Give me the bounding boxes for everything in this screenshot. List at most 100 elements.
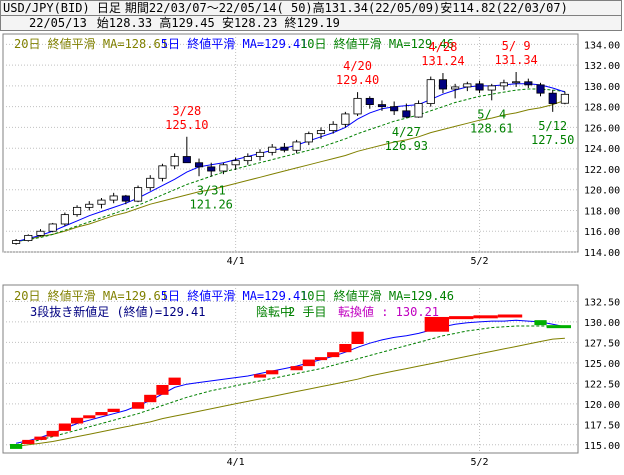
candle	[280, 146, 289, 151]
candle	[48, 223, 57, 232]
tlb-brick	[46, 430, 59, 437]
ma10-line	[15, 325, 565, 446]
tlb-brick	[34, 436, 47, 440]
tlb-brick	[497, 314, 523, 318]
quote-date: 22/05/13	[29, 16, 87, 30]
tlb-brick	[266, 370, 279, 375]
y-tick-label: 116.00	[584, 227, 620, 238]
candle	[377, 104, 387, 108]
legend-item-0: 20日 終値平滑 MA=129.61	[14, 288, 168, 303]
annotation-value: 131.34	[494, 53, 537, 67]
candle	[121, 195, 130, 202]
candle	[438, 79, 448, 90]
legend-item-2: 10日 終値平滑 MA=129.46	[300, 288, 454, 303]
candle	[524, 81, 533, 86]
candle	[85, 203, 94, 208]
tlb-brick	[473, 315, 498, 319]
candle	[194, 162, 204, 168]
annotation-date: 3/28	[172, 104, 201, 118]
annotation-date: 5/12	[538, 119, 567, 133]
tlb-brick	[351, 331, 364, 345]
candle	[158, 165, 167, 179]
y-tick-label: 132.50	[584, 297, 620, 308]
tlb-name: 3段抜き新値足 (終値)=129.41	[30, 304, 205, 319]
annotation-date: 4/27	[392, 125, 421, 139]
annotation-date: 5/ 4	[477, 107, 506, 121]
candle	[426, 79, 435, 104]
y-tick-label: 134.00	[584, 40, 620, 51]
candle	[487, 85, 496, 91]
candle	[402, 110, 411, 118]
tlb-brick	[22, 439, 35, 444]
tlb-brick	[107, 408, 120, 413]
candle	[97, 199, 106, 205]
title-bar: USD/JPY(BID) 日足 期間22/03/07～22/05/14( 50)高…	[0, 0, 622, 16]
annotation-date: 4/28	[428, 40, 457, 54]
candle	[365, 97, 374, 105]
tlb-brick	[327, 352, 340, 358]
x-tick-label: 5/2	[471, 256, 489, 267]
tlb-brick	[290, 366, 303, 371]
tlb-brick	[253, 374, 267, 378]
annotation-value: 126.93	[385, 139, 428, 153]
candle	[36, 230, 45, 236]
annotation-value: 127.50	[531, 133, 574, 147]
ma20-line	[16, 99, 566, 243]
y-tick-label: 126.00	[584, 123, 620, 134]
legend-item-1: 5日 終値平滑 MA=129.41	[161, 288, 308, 303]
plot-frame	[2, 33, 579, 253]
annotation-date: 5/ 9	[502, 39, 531, 53]
tlb-brick	[131, 402, 145, 409]
y-tick-label: 127.50	[584, 338, 620, 349]
candle	[182, 156, 191, 164]
tlb-brick	[168, 377, 181, 385]
y-tick-label: 114.00	[584, 248, 620, 259]
tlb-brick	[449, 316, 474, 320]
candle	[475, 83, 484, 91]
candle	[304, 133, 313, 143]
candle	[170, 156, 179, 167]
candle	[24, 234, 33, 241]
candle	[243, 156, 252, 162]
candle	[268, 146, 277, 153]
annotation-value: 131.24	[421, 54, 464, 68]
candle	[60, 214, 69, 225]
ma10-line	[16, 88, 565, 243]
tlb-brick	[70, 417, 84, 424]
ma20-line	[16, 337, 565, 447]
y-tick-label: 124.00	[584, 144, 620, 155]
candle	[329, 123, 338, 131]
candle	[390, 106, 399, 112]
y-tick-label: 122.50	[584, 379, 620, 390]
candle	[133, 187, 143, 202]
tlb-brick	[95, 412, 108, 416]
tlb-brick	[546, 325, 571, 329]
candle	[512, 81, 521, 84]
y-tick-label: 120.00	[584, 400, 620, 411]
tlb-state: 陰転中	[256, 304, 292, 319]
y-tick-label: 115.00	[584, 441, 620, 452]
tlb-brick	[339, 344, 352, 353]
candle	[109, 195, 118, 201]
candle	[231, 160, 240, 166]
legend-item-0: 20日 終値平滑 MA=128.61	[14, 36, 168, 51]
annotation-date: 3/31	[197, 184, 226, 198]
y-tick-label: 128.00	[584, 103, 620, 114]
y-tick-label: 122.00	[584, 165, 620, 176]
tlb-brick	[302, 359, 315, 367]
x-tick-label: 4/1	[227, 457, 245, 468]
y-tick-label: 130.00	[584, 82, 620, 93]
candle	[499, 82, 508, 87]
tlb-count: 2 手目	[288, 305, 326, 319]
tlb-brick	[83, 415, 96, 419]
annotation-date: 4/20	[343, 59, 372, 73]
quote-ohlc: 始128.33 高129.45 安128.23 終129.19	[96, 16, 340, 30]
y-tick-label: 130.00	[584, 318, 620, 329]
candle	[414, 103, 423, 118]
tlb-reversal: 転換値 : 130.21	[338, 304, 439, 319]
candle	[255, 151, 265, 157]
legend-item-1: 5日 終値平滑 MA=129.41	[161, 36, 308, 51]
tlb-brick	[10, 443, 23, 449]
ma5-line	[15, 83, 566, 243]
